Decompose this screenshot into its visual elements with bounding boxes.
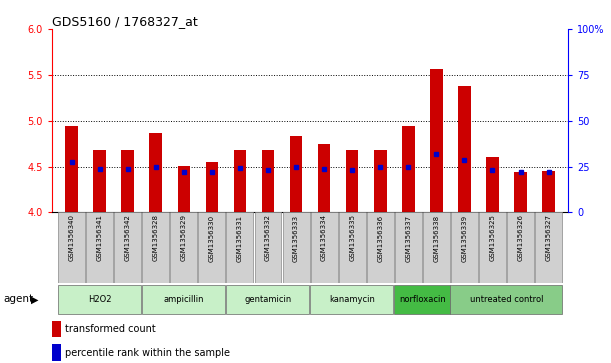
Bar bbox=[199, 212, 225, 283]
Bar bbox=[543, 171, 555, 212]
Bar bbox=[93, 150, 106, 212]
Text: untreated control: untreated control bbox=[470, 295, 543, 304]
Text: kanamycin: kanamycin bbox=[329, 295, 375, 304]
Text: GSM1356326: GSM1356326 bbox=[518, 215, 524, 261]
Text: GSM1356336: GSM1356336 bbox=[377, 215, 383, 262]
Text: GSM1356329: GSM1356329 bbox=[181, 215, 187, 261]
Bar bbox=[178, 166, 190, 212]
Bar bbox=[451, 212, 478, 283]
Text: GSM1356333: GSM1356333 bbox=[293, 215, 299, 262]
Bar bbox=[52, 321, 61, 337]
Text: percentile rank within the sample: percentile rank within the sample bbox=[65, 348, 230, 358]
Bar bbox=[338, 212, 365, 283]
Bar bbox=[290, 136, 302, 212]
Text: GSM1356337: GSM1356337 bbox=[405, 215, 411, 262]
Bar bbox=[170, 212, 197, 283]
Bar bbox=[430, 69, 442, 212]
Bar bbox=[310, 212, 338, 283]
Bar bbox=[282, 212, 310, 283]
Bar bbox=[514, 172, 527, 212]
Text: GSM1356325: GSM1356325 bbox=[489, 215, 496, 261]
Bar bbox=[535, 212, 562, 283]
Text: ampicillin: ampicillin bbox=[164, 295, 204, 304]
Text: GDS5160 / 1768327_at: GDS5160 / 1768327_at bbox=[52, 15, 198, 28]
Bar bbox=[114, 212, 141, 283]
Text: gentamicin: gentamicin bbox=[244, 295, 291, 304]
Bar bbox=[395, 212, 422, 283]
Text: agent: agent bbox=[3, 294, 33, 305]
Text: ▶: ▶ bbox=[31, 294, 38, 305]
Text: GSM1356339: GSM1356339 bbox=[461, 215, 467, 262]
Bar bbox=[310, 285, 393, 314]
Text: GSM1356327: GSM1356327 bbox=[546, 215, 552, 261]
Bar bbox=[122, 150, 134, 212]
Text: GSM1356338: GSM1356338 bbox=[433, 215, 439, 262]
Text: norfloxacin: norfloxacin bbox=[399, 295, 445, 304]
Bar bbox=[450, 285, 562, 314]
Bar bbox=[374, 150, 387, 212]
Bar bbox=[367, 212, 393, 283]
Bar bbox=[86, 212, 113, 283]
Bar bbox=[507, 212, 534, 283]
Bar bbox=[58, 212, 85, 283]
Text: GSM1356332: GSM1356332 bbox=[265, 215, 271, 261]
Bar bbox=[479, 212, 506, 283]
Text: GSM1356330: GSM1356330 bbox=[209, 215, 215, 262]
Bar bbox=[423, 212, 450, 283]
Bar bbox=[227, 212, 254, 283]
Bar bbox=[226, 285, 309, 314]
Bar bbox=[402, 126, 415, 212]
Text: GSM1356335: GSM1356335 bbox=[349, 215, 355, 261]
Bar bbox=[346, 150, 359, 212]
Bar bbox=[57, 285, 141, 314]
Text: transformed count: transformed count bbox=[65, 324, 156, 334]
Bar bbox=[150, 132, 162, 212]
Bar bbox=[52, 344, 61, 361]
Bar bbox=[458, 86, 470, 212]
Bar bbox=[394, 285, 450, 314]
Text: GSM1356342: GSM1356342 bbox=[125, 215, 131, 261]
Bar bbox=[65, 126, 78, 212]
Text: GSM1356328: GSM1356328 bbox=[153, 215, 159, 261]
Bar bbox=[262, 150, 274, 212]
Bar bbox=[142, 212, 169, 283]
Bar bbox=[255, 212, 282, 283]
Bar bbox=[486, 158, 499, 212]
Text: GSM1356334: GSM1356334 bbox=[321, 215, 327, 261]
Text: GSM1356341: GSM1356341 bbox=[97, 215, 103, 261]
Bar bbox=[233, 150, 246, 212]
Text: GSM1356331: GSM1356331 bbox=[237, 215, 243, 262]
Text: H2O2: H2O2 bbox=[88, 295, 111, 304]
Bar bbox=[205, 162, 218, 212]
Text: GSM1356340: GSM1356340 bbox=[68, 215, 75, 261]
Bar bbox=[142, 285, 225, 314]
Bar bbox=[318, 144, 331, 212]
